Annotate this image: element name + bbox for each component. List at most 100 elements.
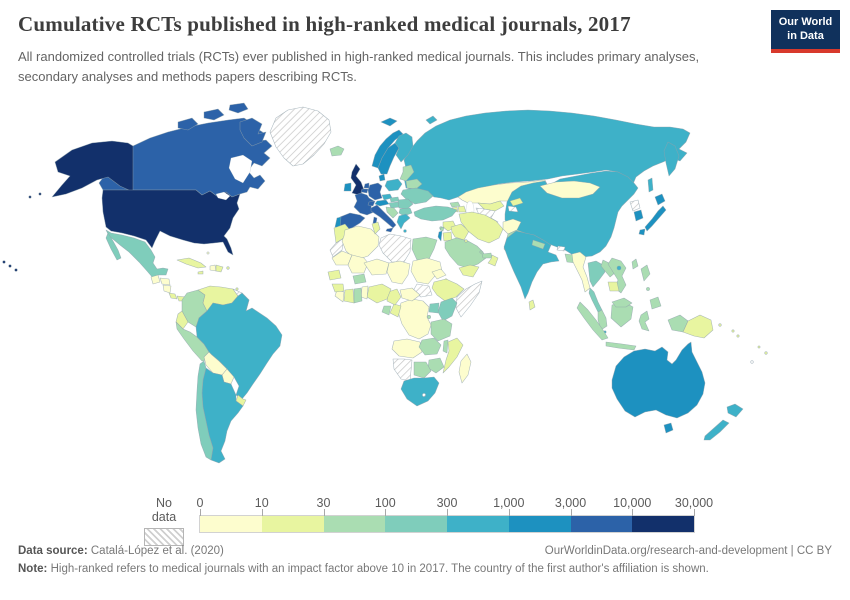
country-tanzania[interactable] [430, 318, 453, 342]
country-trinidad[interactable] [235, 287, 239, 291]
country-thailand[interactable] [587, 260, 606, 288]
country-lebanon[interactable] [439, 226, 445, 232]
country-libya[interactable] [378, 233, 412, 263]
country-fiji[interactable] [764, 351, 768, 355]
country-new-caledonia[interactable] [750, 360, 754, 364]
country-puerto-rico[interactable] [226, 266, 230, 270]
country-angola[interactable] [391, 338, 423, 359]
country-svalbard[interactable] [380, 117, 398, 127]
country-indonesia-sulawesi[interactable] [638, 310, 650, 332]
country-ethiopia[interactable] [431, 278, 465, 302]
country-poland[interactable] [384, 178, 403, 192]
country-bulgaria[interactable] [398, 207, 413, 217]
country-niger[interactable] [363, 258, 390, 276]
country-greece[interactable] [396, 213, 411, 230]
country-papua-new-guinea[interactable] [682, 314, 714, 339]
country-usa-aleutians-2[interactable] [38, 192, 42, 196]
country-romania[interactable] [397, 198, 414, 210]
country-belgium[interactable] [360, 188, 369, 194]
country-belarus[interactable] [405, 178, 423, 190]
country-australia[interactable] [611, 341, 706, 419]
country-dr-congo[interactable] [397, 298, 432, 340]
legend-no-data-swatch[interactable] [144, 528, 184, 546]
country-mozambique[interactable] [442, 337, 464, 374]
country-south-korea[interactable] [633, 209, 644, 222]
country-png-islands[interactable] [718, 323, 722, 327]
country-usa-hawaii-2[interactable] [8, 264, 12, 268]
country-switzerland[interactable] [367, 200, 376, 207]
country-tunisia[interactable] [371, 221, 381, 235]
country-yemen[interactable] [458, 264, 480, 278]
country-iran[interactable] [458, 211, 504, 244]
country-saudi-arabia[interactable] [444, 237, 487, 269]
country-taiwan[interactable] [631, 258, 639, 270]
country-usa-alaska[interactable] [51, 140, 134, 198]
legend-segment-100-300[interactable] [385, 516, 447, 532]
country-eritrea[interactable] [431, 268, 447, 280]
legend-segment-30-100[interactable] [323, 516, 386, 532]
country-bhutan[interactable] [556, 245, 566, 252]
country-ghana[interactable] [353, 287, 363, 304]
country-italy[interactable] [370, 204, 397, 229]
country-china-hainan[interactable] [616, 265, 622, 271]
country-benin-togo[interactable] [360, 285, 369, 300]
country-oman[interactable] [487, 254, 499, 267]
country-burkina-faso[interactable] [352, 273, 367, 285]
country-malawi[interactable] [442, 339, 449, 354]
country-iceland[interactable] [329, 145, 345, 157]
country-philippines-luzon[interactable] [640, 264, 651, 282]
country-congo[interactable] [389, 303, 402, 318]
country-russia-kamchatka[interactable] [663, 141, 680, 177]
country-canada-baffin[interactable] [239, 117, 267, 147]
country-chad[interactable] [386, 260, 411, 285]
country-russia-sakhalin[interactable] [647, 177, 654, 193]
country-somalia[interactable] [455, 280, 483, 318]
country-myanmar[interactable] [571, 251, 591, 293]
country-car[interactable] [399, 287, 421, 302]
country-philippines-visayas[interactable] [646, 287, 650, 291]
country-philippines-mindanao[interactable] [649, 296, 662, 310]
country-greece-crete[interactable] [403, 229, 407, 233]
license-badge[interactable]: CC BY [796, 545, 832, 557]
country-solomon-islands[interactable] [731, 329, 735, 333]
country-indonesia-sumatra[interactable] [576, 301, 609, 341]
country-mexico-baja[interactable] [105, 232, 122, 261]
country-georgia[interactable] [449, 201, 461, 208]
country-honduras[interactable] [159, 277, 171, 286]
legend-segment-0-10[interactable] [200, 516, 262, 532]
country-new-zealand-north[interactable] [726, 403, 744, 418]
country-bahamas[interactable] [206, 251, 210, 255]
country-denmark[interactable] [378, 173, 386, 182]
country-uganda[interactable] [428, 302, 440, 314]
country-new-zealand-south[interactable] [703, 419, 730, 441]
country-solomon-islands-2[interactable] [736, 334, 740, 338]
country-mexico[interactable] [105, 229, 169, 279]
country-guinea[interactable] [331, 283, 345, 293]
country-malaysia-peninsula[interactable] [597, 309, 608, 331]
country-cambodia[interactable] [607, 281, 620, 292]
country-dominican-republic[interactable] [215, 264, 224, 273]
country-south-africa[interactable] [400, 376, 440, 407]
country-usa-mainland[interactable] [101, 189, 241, 256]
country-tajikistan[interactable] [507, 205, 519, 213]
country-jamaica[interactable] [197, 270, 204, 275]
country-senegal[interactable] [327, 269, 342, 281]
country-botswana[interactable] [413, 361, 432, 379]
country-usa-aleutians-1[interactable] [28, 195, 32, 199]
country-nepal[interactable] [531, 239, 546, 250]
country-north-korea[interactable] [629, 199, 641, 212]
country-indonesia-java[interactable] [605, 341, 637, 351]
country-sri-lanka[interactable] [528, 299, 536, 311]
country-vietnam[interactable] [607, 257, 627, 294]
country-cuba[interactable] [176, 257, 207, 269]
country-western-balkans[interactable] [385, 206, 399, 219]
country-canada-arctic-1[interactable] [177, 117, 199, 131]
country-haiti[interactable] [209, 264, 217, 272]
country-netherlands[interactable] [363, 182, 370, 189]
legend-segment-10,000-30,000[interactable] [632, 516, 694, 532]
country-kuwait[interactable] [464, 239, 468, 243]
country-uae[interactable] [481, 252, 493, 259]
country-zambia[interactable] [418, 337, 442, 356]
country-cameroon[interactable] [386, 288, 402, 306]
country-turkey[interactable] [413, 205, 458, 222]
